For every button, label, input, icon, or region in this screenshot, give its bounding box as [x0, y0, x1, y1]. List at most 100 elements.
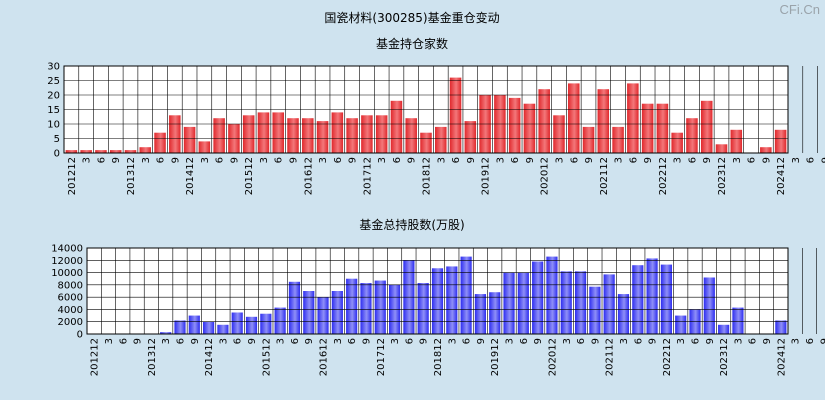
x-tick-label: 6 — [576, 338, 587, 344]
x-tick-label: 3 — [673, 157, 684, 163]
x-tick-label: 201412 — [185, 157, 196, 195]
shares-bar — [646, 258, 658, 334]
x-tick-label: 6 — [805, 338, 816, 344]
x-tick-label: 3 — [436, 157, 447, 163]
holdings-bar — [95, 150, 107, 153]
shares-bar — [532, 261, 544, 334]
holdings-bar — [508, 97, 521, 153]
holdings-bar — [80, 150, 92, 153]
x-tick-label: 3 — [200, 157, 211, 163]
x-tick-label: 6 — [96, 157, 107, 163]
x-tick-label: 3 — [562, 338, 573, 344]
holdings-bar — [567, 83, 580, 153]
x-tick-label: 202112 — [605, 338, 616, 376]
shares-bar — [274, 307, 286, 334]
x-tick-label: 6 — [233, 338, 244, 344]
x-tick-label: 9 — [466, 157, 477, 163]
shares-bar — [718, 324, 730, 334]
y-tick-label: 0 — [77, 330, 83, 341]
chart-1-title: 基金持仓家数 — [376, 36, 448, 51]
x-tick-label: 3 — [791, 338, 802, 344]
x-tick-label: 201912 — [481, 157, 492, 195]
holdings-bar — [553, 115, 565, 153]
x-tick-label: 3 — [619, 338, 630, 344]
x-tick-label: 201212 — [67, 157, 78, 195]
holdings-bar — [656, 103, 669, 153]
x-tick-label: 6 — [806, 157, 817, 163]
x-tick-label: 201512 — [261, 338, 272, 376]
shares-bar — [617, 294, 630, 334]
holdings-bar — [686, 118, 698, 153]
x-tick-label: 3 — [276, 338, 287, 344]
x-tick-label: 9 — [819, 338, 825, 344]
y-tick-label: 14000 — [51, 244, 83, 255]
shares-bar — [517, 272, 529, 334]
x-tick-label: 3 — [377, 157, 388, 163]
shares-bar — [503, 272, 515, 334]
x-tick-label: 202012 — [540, 157, 551, 195]
shares-bar — [331, 291, 343, 334]
x-tick-label: 6 — [510, 157, 521, 163]
x-tick-label: 201312 — [147, 338, 158, 376]
x-tick-label: 9 — [643, 157, 654, 163]
x-tick-label: 9 — [190, 338, 201, 344]
y-tick-label: 30 — [47, 62, 60, 73]
holdings-bar — [715, 144, 728, 153]
x-tick-label: 6 — [392, 157, 403, 163]
holdings-bar — [390, 100, 403, 153]
holdings-bar — [760, 147, 772, 153]
holdings-bar — [198, 141, 211, 153]
shares-bar — [203, 321, 215, 334]
holdings-bar — [213, 118, 225, 153]
shares-bar — [460, 256, 472, 334]
x-tick-label: 6 — [156, 157, 167, 163]
x-tick-label: 201612 — [303, 157, 314, 195]
shares-bar — [174, 320, 186, 334]
x-tick-label: 6 — [274, 157, 285, 163]
x-tick-label: 3 — [554, 157, 565, 163]
x-tick-label: 9 — [348, 157, 359, 163]
watermark-logo: CFi.Cn — [780, 2, 820, 17]
x-tick-label: 3 — [733, 338, 744, 344]
shares-bar — [417, 283, 429, 334]
x-tick-label: 201212 — [90, 338, 101, 376]
x-tick-label: 202412 — [776, 338, 787, 376]
x-tick-label: 9 — [407, 157, 418, 163]
x-tick-label: 6 — [687, 157, 698, 163]
x-tick-label: 201912 — [490, 338, 501, 376]
shares-bar — [775, 320, 787, 334]
y-tick-label: 12000 — [51, 256, 83, 267]
x-tick-label: 9 — [361, 338, 372, 344]
x-tick-label: 9 — [111, 157, 122, 163]
shares-bar — [160, 332, 172, 334]
x-tick-label: 202112 — [599, 157, 610, 195]
holdings-bar — [597, 89, 610, 153]
x-tick-label: 202312 — [719, 338, 730, 376]
y-tick-label: 6000 — [58, 293, 83, 304]
x-tick-label: 9 — [229, 157, 240, 163]
plot-border — [63, 65, 789, 154]
holdings-bar — [612, 126, 624, 153]
holdings-bar — [346, 118, 358, 153]
holdings-bar — [464, 121, 477, 153]
holdings-bar — [272, 112, 284, 153]
x-tick-label: 3 — [505, 338, 516, 344]
x-tick-label: 3 — [318, 157, 329, 163]
x-tick-label: 6 — [748, 338, 759, 344]
y-tick-label: 0 — [54, 149, 60, 160]
x-tick-label: 6 — [175, 338, 186, 344]
x-tick-label: 9 — [761, 157, 772, 163]
holdings-bar — [405, 118, 417, 153]
x-tick-label: 201712 — [362, 157, 373, 195]
page-title: 国瓷材料(300285)基金重仓变动 — [324, 10, 499, 25]
x-tick-label: 9 — [584, 157, 595, 163]
holdings-bar — [730, 129, 743, 153]
x-tick-label: 202312 — [717, 157, 728, 195]
shares-bar — [446, 266, 458, 334]
plot-border — [86, 247, 789, 335]
x-tick-label: 9 — [170, 157, 181, 163]
shares-bar — [217, 324, 229, 334]
holdings-bar — [139, 147, 152, 153]
shares-bar — [632, 265, 644, 334]
